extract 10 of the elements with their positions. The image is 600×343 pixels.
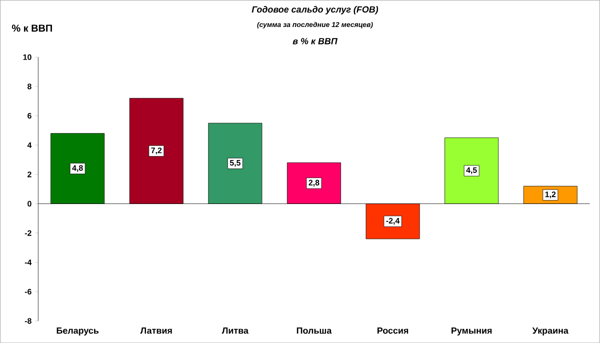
y-axis-title: % к ВВП [12, 24, 52, 32]
x-tick-label: Беларусь [56, 327, 99, 336]
x-tick-label: Украина [532, 327, 568, 336]
text: в % к ВВП [292, 38, 338, 44]
x-tick-label: Латвия [140, 327, 172, 334]
x-tick-label: Румыния [452, 327, 492, 336]
x-tick-label: Польша [296, 327, 332, 334]
x-tick-label: Литва [222, 327, 249, 334]
x-tick-label: Россия [377, 327, 408, 334]
chart-title: Годовое сальдо услуг (FOB) [252, 6, 378, 14]
